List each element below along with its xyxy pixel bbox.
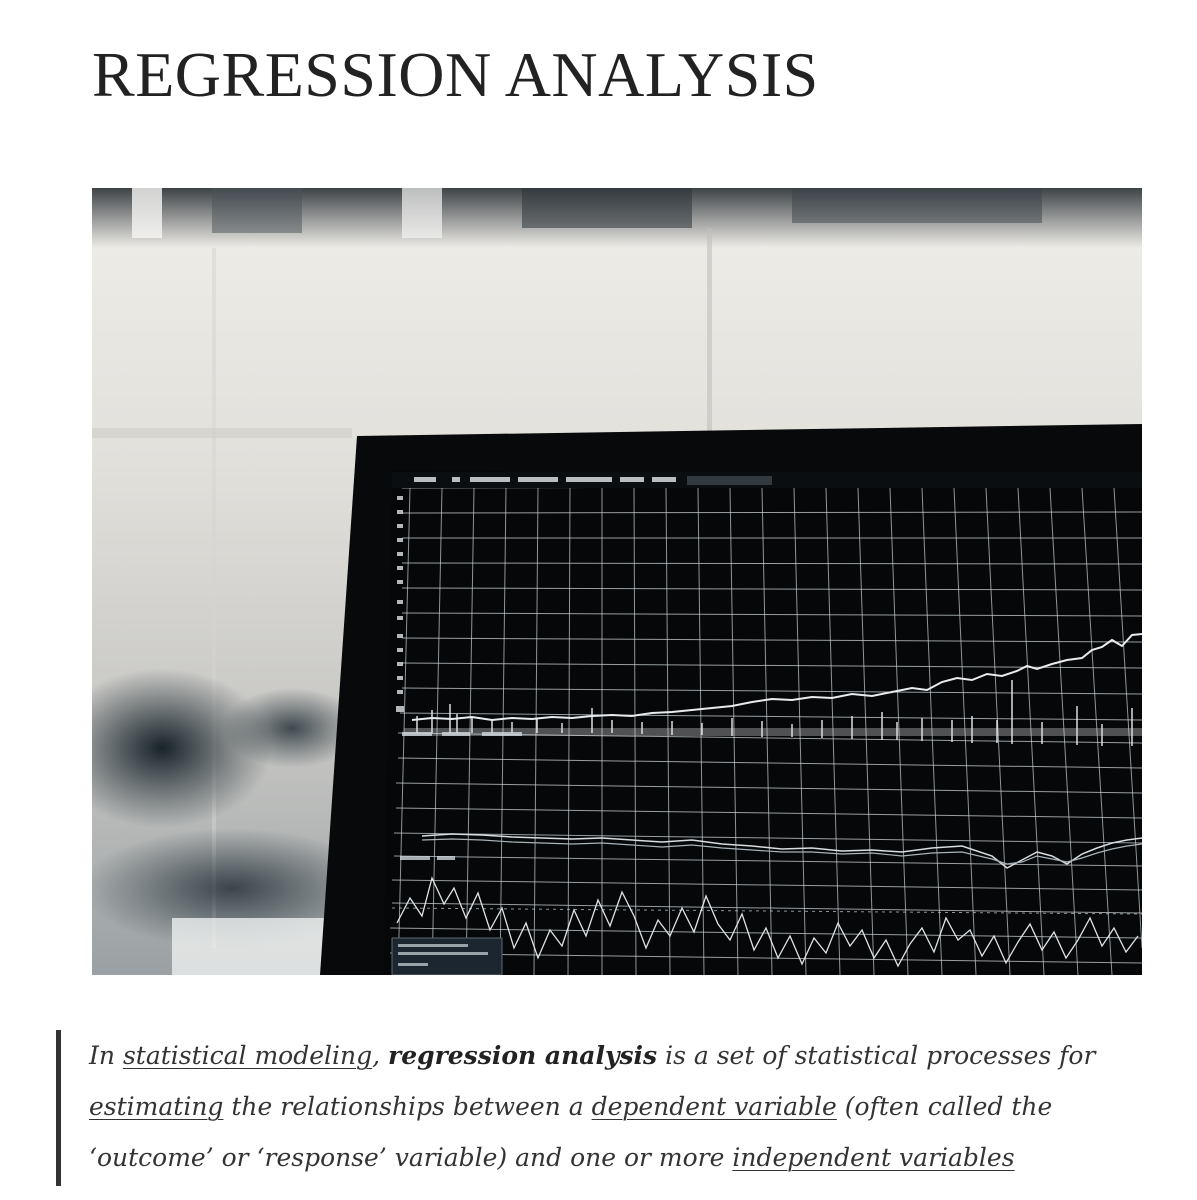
intro-blockquote: In statistical modeling, regression anal… — [56, 1030, 1116, 1186]
hero-image — [92, 188, 1142, 975]
quote-bold-term: regression analysis — [388, 1041, 658, 1070]
quote-text: the relationships between a — [223, 1092, 592, 1121]
quote-text: In — [89, 1041, 123, 1070]
link-statistical-modeling[interactable]: statistical modeling — [122, 1041, 373, 1070]
link-estimating[interactable]: estimating — [89, 1092, 224, 1121]
hero-illustration — [92, 188, 1142, 975]
link-dependent-variable[interactable]: dependent variable — [591, 1092, 837, 1121]
quote-text: , — [372, 1041, 389, 1070]
quote-text: (often called the ‘outcome’ or ‘response… — [89, 1092, 1053, 1172]
link-independent-variables[interactable]: independent variables — [732, 1143, 1015, 1172]
page-title: REGRESSION ANALYSIS — [92, 39, 819, 110]
quote-text: is a set of statistical processes for — [657, 1041, 1096, 1070]
